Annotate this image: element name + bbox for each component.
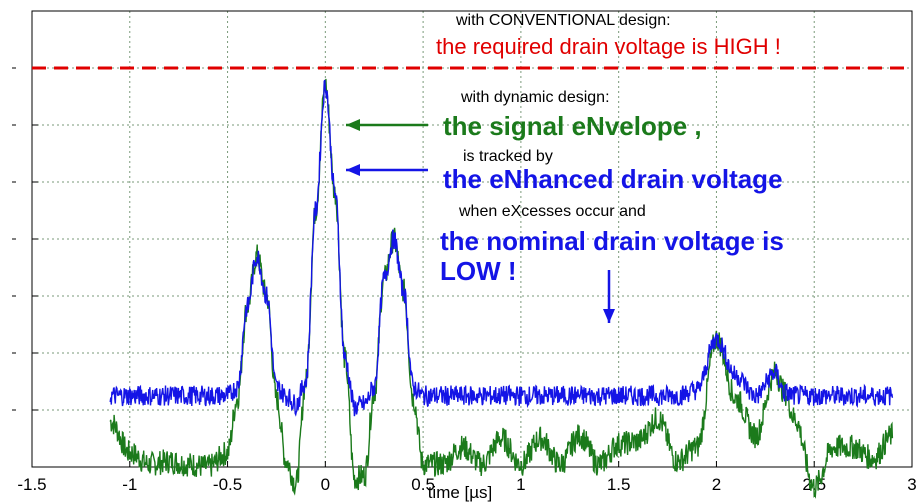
x-tick-label: 0.5	[411, 475, 435, 494]
x-tick-label: -1.5	[17, 475, 46, 494]
ticks: -1.5 -1 -0.5 0 0.5 1 1.5 2 2.5 3	[17, 475, 916, 494]
annotation-low: LOW !	[440, 256, 517, 286]
x-tick-label: 2	[712, 475, 721, 494]
plot-frame	[31, 10, 913, 468]
x-tick-label: 1	[516, 475, 525, 494]
annotation-enhanced-drain: the eNhanced drain voltage	[443, 164, 783, 194]
arrow-to-envelope	[346, 119, 428, 131]
annotation-dynamic-heading: with dynamic design:	[460, 89, 610, 106]
series-group	[109, 78, 894, 499]
annotation-signal-envelope: the signal eNvelope ,	[443, 111, 702, 141]
x-tick-label: 1.5	[607, 475, 631, 494]
annotation-nominal-drain: the nominal drain voltage is	[440, 226, 784, 256]
x-tick-label: -1	[122, 475, 137, 494]
x-axis-label: time [µs]	[428, 483, 493, 502]
arrows	[346, 119, 615, 323]
x-tick-label: 3	[907, 475, 916, 494]
axes	[12, 10, 913, 468]
series-drain-voltage	[109, 79, 894, 417]
annotation-tracked-by: is tracked by	[463, 148, 553, 165]
annotation-conventional-result: the required drain voltage is HIGH !	[436, 34, 781, 59]
arrow-head	[346, 119, 360, 131]
x-tick-label: -0.5	[213, 475, 242, 494]
arrow-head	[346, 164, 360, 176]
annotation-excesses-heading: when eXcesses occur and	[458, 203, 646, 220]
x-tick-label: 0	[321, 475, 330, 494]
annotation-conventional-heading: with CONVENTIONAL design:	[455, 12, 671, 29]
arrow-to-drain-voltage	[346, 164, 428, 176]
arrow-head	[603, 309, 615, 323]
arrow-to-nominal-level	[603, 270, 615, 323]
